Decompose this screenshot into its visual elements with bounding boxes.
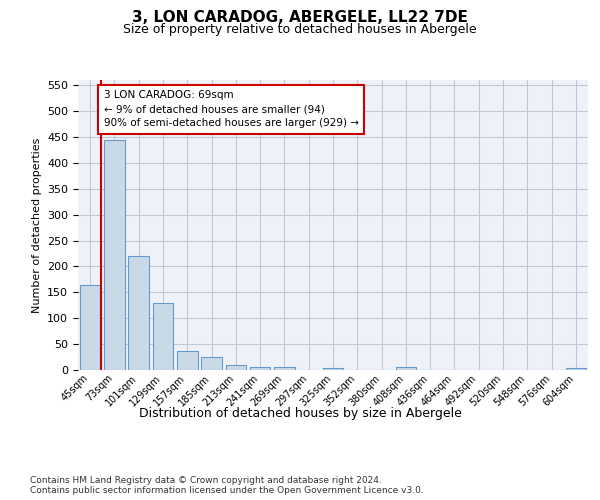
Bar: [177, 351, 197, 370]
Bar: [395, 367, 416, 370]
Text: Size of property relative to detached houses in Abergele: Size of property relative to detached ho…: [123, 22, 477, 36]
Bar: [250, 367, 271, 370]
Text: 3 LON CARADOG: 69sqm
← 9% of detached houses are smaller (94)
90% of semi-detach: 3 LON CARADOG: 69sqm ← 9% of detached ho…: [104, 90, 359, 128]
Bar: [226, 365, 246, 370]
Bar: [152, 302, 173, 370]
Bar: [323, 368, 343, 370]
Text: Distribution of detached houses by size in Abergele: Distribution of detached houses by size …: [139, 408, 461, 420]
Bar: [274, 368, 295, 370]
Bar: [128, 256, 149, 370]
Text: 3, LON CARADOG, ABERGELE, LL22 7DE: 3, LON CARADOG, ABERGELE, LL22 7DE: [132, 10, 468, 25]
Bar: [104, 140, 125, 370]
Bar: [80, 284, 100, 370]
Y-axis label: Number of detached properties: Number of detached properties: [32, 138, 41, 312]
Text: Contains HM Land Registry data © Crown copyright and database right 2024.
Contai: Contains HM Land Registry data © Crown c…: [30, 476, 424, 495]
Bar: [566, 368, 586, 370]
Bar: [201, 357, 222, 370]
